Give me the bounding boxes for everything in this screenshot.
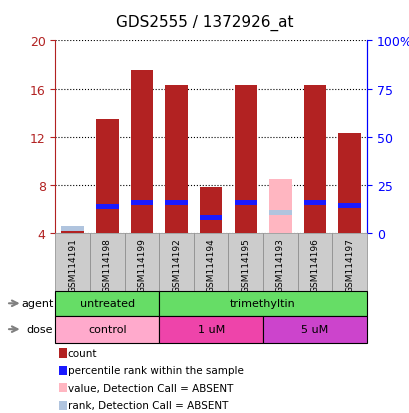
Text: count: count [67,348,97,358]
Bar [61,229,84,233]
Bar [268,211,291,215]
Text: control: control [88,324,126,335]
Bar [61,227,84,232]
Text: rank, Detection Call = ABSENT: rank, Detection Call = ABSENT [67,400,227,410]
Text: value, Detection Call = ABSENT: value, Detection Call = ABSENT [67,383,232,393]
Bar [96,119,118,233]
Text: GSM114194: GSM114194 [206,238,215,292]
Bar [303,86,326,233]
Bar [297,233,332,291]
Bar [228,233,263,291]
Text: GSM114192: GSM114192 [172,238,181,292]
Text: 5 uM: 5 uM [301,324,328,335]
Bar [337,203,360,208]
Bar [159,316,263,343]
Text: GSM114198: GSM114198 [103,238,112,293]
Text: trimethyltin: trimethyltin [229,299,295,309]
Bar [130,201,153,206]
Bar [165,86,187,233]
Bar [268,179,291,233]
Bar [124,233,159,291]
Bar [55,316,159,343]
Bar [234,201,256,206]
Bar [55,291,159,316]
Bar [263,233,297,291]
Bar [159,233,193,291]
Text: untreated: untreated [79,299,135,309]
Text: dose: dose [27,324,53,335]
Bar [193,233,228,291]
Text: percentile rank within the sample: percentile rank within the sample [67,366,243,375]
Text: GSM114195: GSM114195 [240,238,249,293]
Bar [200,215,222,220]
Bar [130,71,153,233]
Bar [159,291,366,316]
Text: GSM114193: GSM114193 [275,238,284,293]
Text: GDS2555 / 1372926_at: GDS2555 / 1372926_at [116,14,293,31]
Text: 1 uM: 1 uM [197,324,224,335]
Bar [90,233,124,291]
Bar [337,134,360,233]
Text: GSM114191: GSM114191 [68,238,77,293]
Bar [165,201,187,206]
Bar [200,188,222,233]
Text: GSM114197: GSM114197 [344,238,353,293]
Bar [263,316,366,343]
Text: GSM114199: GSM114199 [137,238,146,293]
Text: GSM114196: GSM114196 [310,238,319,293]
Bar [234,86,256,233]
Bar [55,233,90,291]
Bar [332,233,366,291]
Bar [303,201,326,206]
Bar [96,204,118,209]
Text: agent: agent [21,299,53,309]
